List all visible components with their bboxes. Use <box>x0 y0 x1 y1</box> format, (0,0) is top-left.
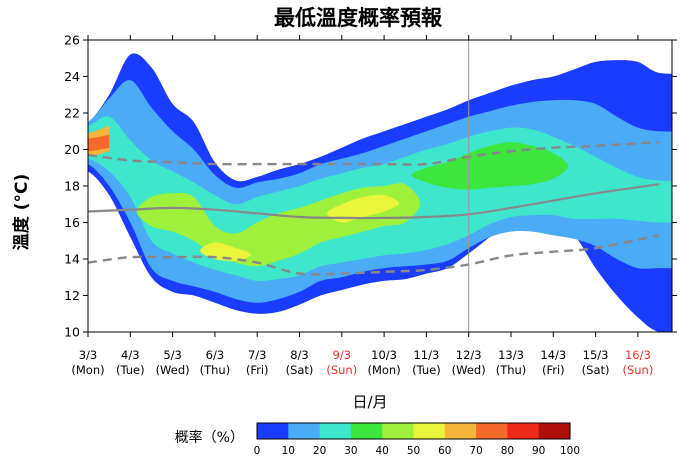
colorbar-tick-label: 70 <box>469 445 482 457</box>
colorbar-tick-label: 50 <box>407 445 420 457</box>
upper-percentile-dashed-line <box>88 141 660 166</box>
forecast-lines <box>88 141 660 276</box>
colorbar-swatch <box>413 423 446 439</box>
colorbar-tick-label: 30 <box>344 445 357 457</box>
x-tick-day-label: (Sat) <box>286 363 314 377</box>
band-60-segment-1 <box>327 194 399 223</box>
x-tick-date-label: 12/3 <box>456 348 482 362</box>
colorbar-swatch <box>444 423 477 439</box>
y-tick-label: 20 <box>64 142 80 157</box>
colorbar-tick-label: 60 <box>438 445 451 457</box>
x-tick-day-label: (Mon) <box>367 363 400 377</box>
x-tick-day-label: (Wed) <box>452 363 486 377</box>
y-tick-label: 22 <box>64 106 80 121</box>
x-tick-day-label: (Thu) <box>496 363 527 377</box>
colorbar-swatch <box>476 423 508 439</box>
colorbar-swatch <box>319 423 352 439</box>
x-tick-day-label: (Fri) <box>246 363 269 377</box>
chart-title: 最低溫度概率預報 <box>274 6 443 30</box>
x-tick-date-label: 4/3 <box>121 348 140 362</box>
band-80-segment-0 <box>88 134 110 152</box>
colorbar-swatch <box>257 423 289 439</box>
x-tick-date-label: 7/3 <box>248 348 267 362</box>
x-tick-day-label: (Sun) <box>622 363 653 377</box>
median-line <box>88 183 660 220</box>
x-tick-date-label: 16/3 <box>625 348 651 362</box>
x-tick-day-label: (Tue) <box>412 363 441 377</box>
colorbar-swatch <box>538 423 571 439</box>
colorbar-tick-label: 10 <box>282 445 295 457</box>
y-tick-label: 24 <box>64 69 80 84</box>
colorbar-tick-label: 80 <box>501 445 514 457</box>
x-tick-day-label: (Thu) <box>200 363 231 377</box>
x-tick-date-label: 11/3 <box>413 348 439 362</box>
colorbar-legend: 概率（%） 0 10 20 30 40 50 60 70 80 90 100 <box>175 422 580 457</box>
colorbar-tick-label: 100 <box>560 445 580 457</box>
x-tick-date-label: 15/3 <box>583 348 609 362</box>
y-tick-label: 12 <box>64 288 80 303</box>
axes: 1012141618202224263/3(Mon)4/3(Tue)5/3(We… <box>64 33 677 377</box>
band-40-segment-0 <box>411 142 569 190</box>
x-tick-date-label: 6/3 <box>206 348 225 362</box>
x-tick-date-label: 5/3 <box>163 348 182 362</box>
y-tick-label: 10 <box>64 325 80 340</box>
x-tick-day-label: (Tue) <box>116 363 145 377</box>
y-axis-label: 溫度 (°C) <box>11 174 32 250</box>
y-tick-label: 18 <box>64 179 80 194</box>
colorbar-swatch <box>507 423 540 439</box>
x-tick-day-label: (Sun) <box>326 363 357 377</box>
colorbar-swatch <box>288 423 321 439</box>
x-tick-date-label: 9/3 <box>333 348 352 362</box>
colorbar-swatch <box>382 423 414 439</box>
x-tick-day-label: (Sat) <box>582 363 610 377</box>
x-tick-day-label: (Wed) <box>156 363 190 377</box>
x-tick-date-label: 3/3 <box>79 348 98 362</box>
y-tick-label: 26 <box>64 33 80 48</box>
colorbar-frame <box>256 422 571 440</box>
colorbar-tick-label: 20 <box>313 445 326 457</box>
x-tick-day-label: (Mon) <box>71 363 104 377</box>
colorbar-tick-label: 0 <box>254 445 261 457</box>
x-axis-label: 日/月 <box>352 393 387 411</box>
x-tick-date-label: 14/3 <box>540 348 566 362</box>
x-tick-date-label: 8/3 <box>290 348 309 362</box>
probability-bands <box>88 53 672 332</box>
colorbar-tick-label: 40 <box>376 445 389 457</box>
y-tick-label: 14 <box>64 252 80 267</box>
colorbar-tick-label: 90 <box>532 445 545 457</box>
lower-percentile-dashed-line <box>88 234 660 276</box>
y-tick-label: 16 <box>64 215 80 230</box>
x-tick-date-label: 13/3 <box>498 348 524 362</box>
x-tick-day-label: (Fri) <box>542 363 565 377</box>
colorbar-label: 概率（%） <box>175 429 244 446</box>
colorbar-swatch <box>350 423 383 439</box>
x-tick-date-label: 10/3 <box>371 348 397 362</box>
